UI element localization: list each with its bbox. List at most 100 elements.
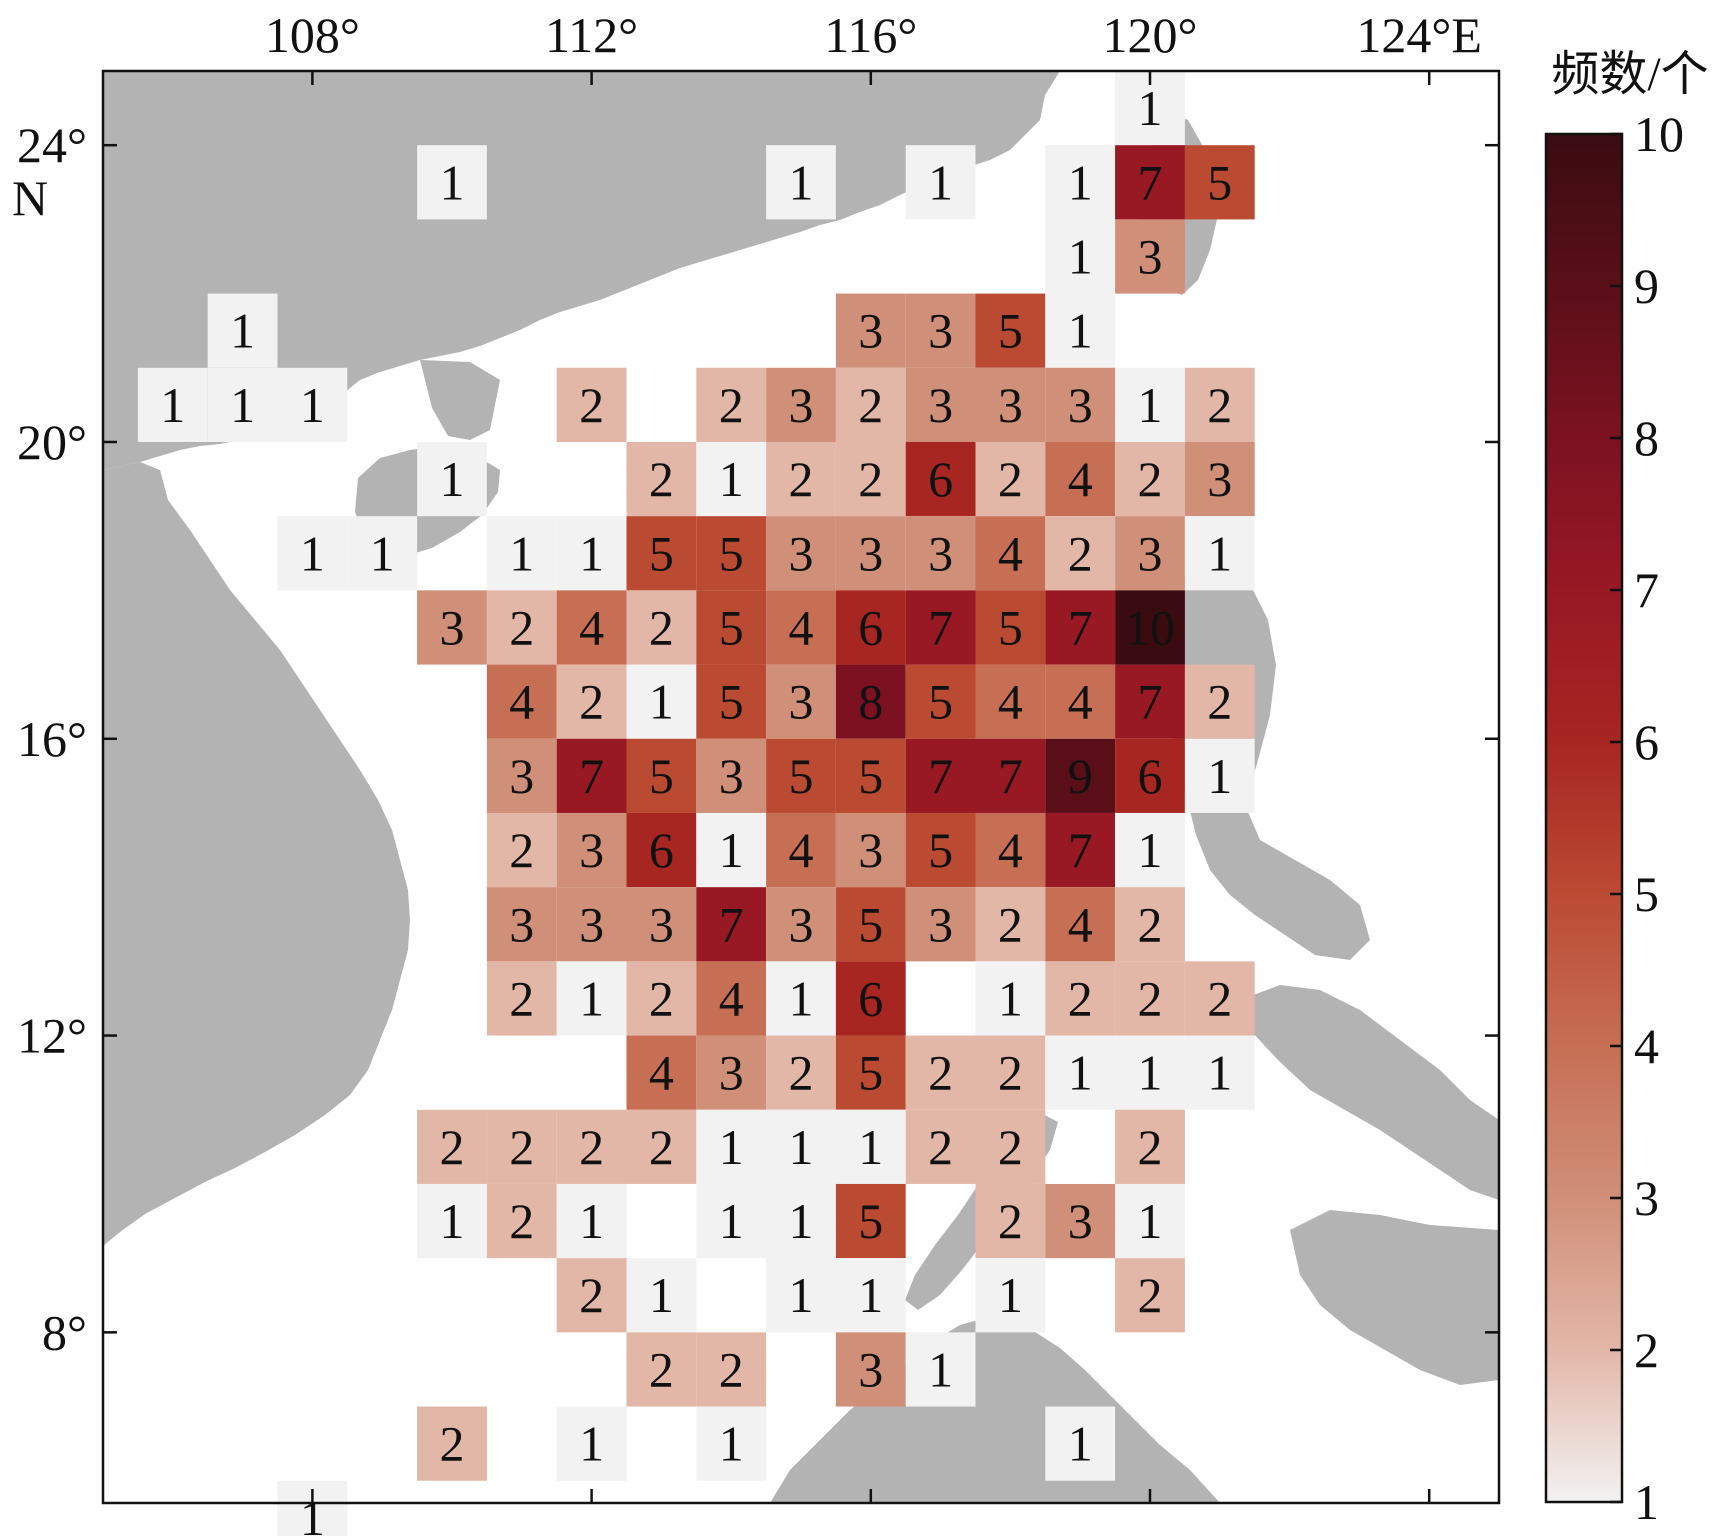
heatmap-cell: 1 — [696, 1109, 767, 1184]
heatmap-cell: 1 — [556, 1183, 627, 1259]
heatmap-cell-fill — [766, 1258, 836, 1333]
heatmap-cell-value: 3 — [509, 748, 534, 804]
heatmap-cell: 2 — [486, 1109, 557, 1184]
heatmap-cell-fill — [975, 590, 1046, 665]
heatmap-cell-value: 1 — [509, 525, 534, 581]
heatmap-cell-fill — [835, 961, 906, 1036]
heatmap-cell-value: 4 — [998, 674, 1023, 730]
heatmap-cell: 5 — [1184, 145, 1255, 220]
heatmap-cell-fill — [626, 1109, 697, 1184]
heatmap-cell: 2 — [975, 1035, 1046, 1110]
heatmap-cell: 7 — [1045, 590, 1116, 665]
heatmap-cell-value: 7 — [998, 748, 1023, 804]
heatmap-cell-value: 2 — [509, 1193, 534, 1249]
heatmap-cell-fill — [1184, 145, 1255, 220]
heatmap-cell-value: 3 — [928, 896, 953, 952]
heatmap-cell-value: 5 — [789, 748, 814, 804]
heatmap-cell-value: 4 — [789, 599, 814, 655]
heatmap-cell: 1 — [556, 1406, 627, 1481]
heatmap-cell: 1 — [766, 961, 836, 1036]
heatmap-cell-fill — [1045, 664, 1116, 739]
heatmap-cell-value: 6 — [858, 599, 883, 655]
heatmap-cell-value: 1 — [579, 1416, 604, 1472]
heatmap-cell-value: 5 — [858, 1045, 883, 1101]
heatmap-cell-value: 2 — [998, 896, 1023, 952]
heatmap-cell-value: 5 — [928, 822, 953, 878]
heatmap-cell-value: 5 — [858, 748, 883, 804]
heatmap-cell-value: 5 — [858, 1193, 883, 1249]
colorbar-title: 频数/个 — [1551, 48, 1708, 101]
heatmap-cell-fill — [696, 590, 767, 665]
heatmap-cell-value: 1 — [230, 303, 255, 359]
heatmap-cell-fill — [626, 516, 697, 591]
heatmap-cell: 5 — [835, 1183, 906, 1259]
heatmap-cell-value: 2 — [649, 1119, 674, 1175]
heatmap-cell-fill — [556, 367, 627, 442]
heatmap-cell: 2 — [975, 887, 1046, 962]
heatmap-cell: 3 — [766, 664, 836, 739]
heatmap-cell-fill — [556, 812, 627, 888]
heatmap-cell-fill — [626, 887, 697, 962]
heatmap-cell: 2 — [1184, 961, 1255, 1036]
heatmap-cell: 1 — [1045, 219, 1116, 294]
heatmap-cell-fill — [1115, 441, 1185, 517]
heatmap-cell: 4 — [975, 812, 1046, 888]
heatmap-cell: 5 — [696, 664, 767, 739]
heatmap-cell: 4 — [766, 812, 836, 888]
heatmap-cell: 2 — [417, 1406, 487, 1481]
heatmap-cell: 5 — [905, 812, 976, 888]
heatmap-cell: 5 — [835, 1035, 906, 1110]
heatmap-cell: 3 — [486, 738, 557, 813]
heatmap-cell-value: 1 — [1138, 80, 1163, 136]
lon-tick-label: 124°E — [1356, 7, 1482, 63]
colorbar: 频数/个 1 2 3 4 5 6 7 8 9 10 — [1544, 48, 1709, 1530]
heatmap-cell-value: 1 — [789, 1267, 814, 1323]
heatmap-cell: 4 — [486, 664, 557, 739]
colorbar-gradient — [1544, 132, 1624, 1504]
heatmap-cell-fill — [1045, 145, 1116, 220]
heatmap-cell: 1 — [975, 961, 1046, 1036]
heatmap-cell: 5 — [766, 738, 836, 813]
heatmap-cell-fill — [1184, 516, 1255, 591]
heatmap-cell-fill — [905, 145, 976, 220]
heatmap-cell-fill — [1045, 219, 1116, 294]
heatmap-cell-fill — [417, 590, 487, 665]
heatmap-cell-value: 2 — [440, 1416, 465, 1472]
lat-tick-label: 20° — [17, 414, 87, 470]
heatmap-cell-value: 9 — [1068, 748, 1093, 804]
heatmap-cell: 2 — [486, 1183, 557, 1259]
heatmap-cell: 2 — [1115, 961, 1185, 1036]
heatmap-cell-fill — [556, 590, 627, 665]
heatmap-cell-value: 1 — [440, 1193, 465, 1249]
heatmap-cell: 2 — [1184, 664, 1255, 739]
heatmap-cell: 1 — [1045, 1035, 1116, 1110]
heatmap-cell: 7 — [696, 887, 767, 962]
heatmap-cell-fill — [975, 812, 1046, 888]
heatmap-cell-fill — [207, 293, 278, 368]
heatmap-cell-fill — [905, 293, 976, 368]
heatmap-cell: 1 — [626, 664, 697, 739]
heatmap-cell-value: 2 — [719, 377, 744, 433]
heatmap-cell: 3 — [835, 1332, 906, 1407]
heatmap-cell-fill — [1115, 1035, 1185, 1110]
heatmap-cell: 2 — [1115, 441, 1185, 517]
heatmap-cell-fill — [486, 664, 557, 739]
heatmap-cell-fill — [417, 1183, 487, 1259]
heatmap-cell: 1 — [905, 1332, 976, 1407]
luzon-island — [1162, 565, 1370, 960]
heatmap-cell-value: 1 — [1068, 228, 1093, 284]
heatmap-cell-fill — [975, 1035, 1046, 1110]
heatmap-cell-fill — [486, 1183, 557, 1259]
plot-frame — [101, 69, 1501, 1505]
heatmap-cell-value: 5 — [719, 525, 744, 581]
heatmap-cell-value: 2 — [509, 599, 534, 655]
heatmap-cell-fill — [1045, 1406, 1116, 1481]
heatmap-cell: 7 — [1115, 664, 1185, 739]
heatmap-cell: 2 — [486, 961, 557, 1036]
heatmap-cell-value: 3 — [858, 525, 883, 581]
heatmap-cell-fill — [905, 441, 976, 517]
heatmap-cell-value: 3 — [1068, 377, 1093, 433]
heatmap-cell-value: 3 — [998, 377, 1023, 433]
heatmap-cell-value: 1 — [1207, 1045, 1232, 1101]
heatmap-cell-fill — [417, 1109, 487, 1184]
